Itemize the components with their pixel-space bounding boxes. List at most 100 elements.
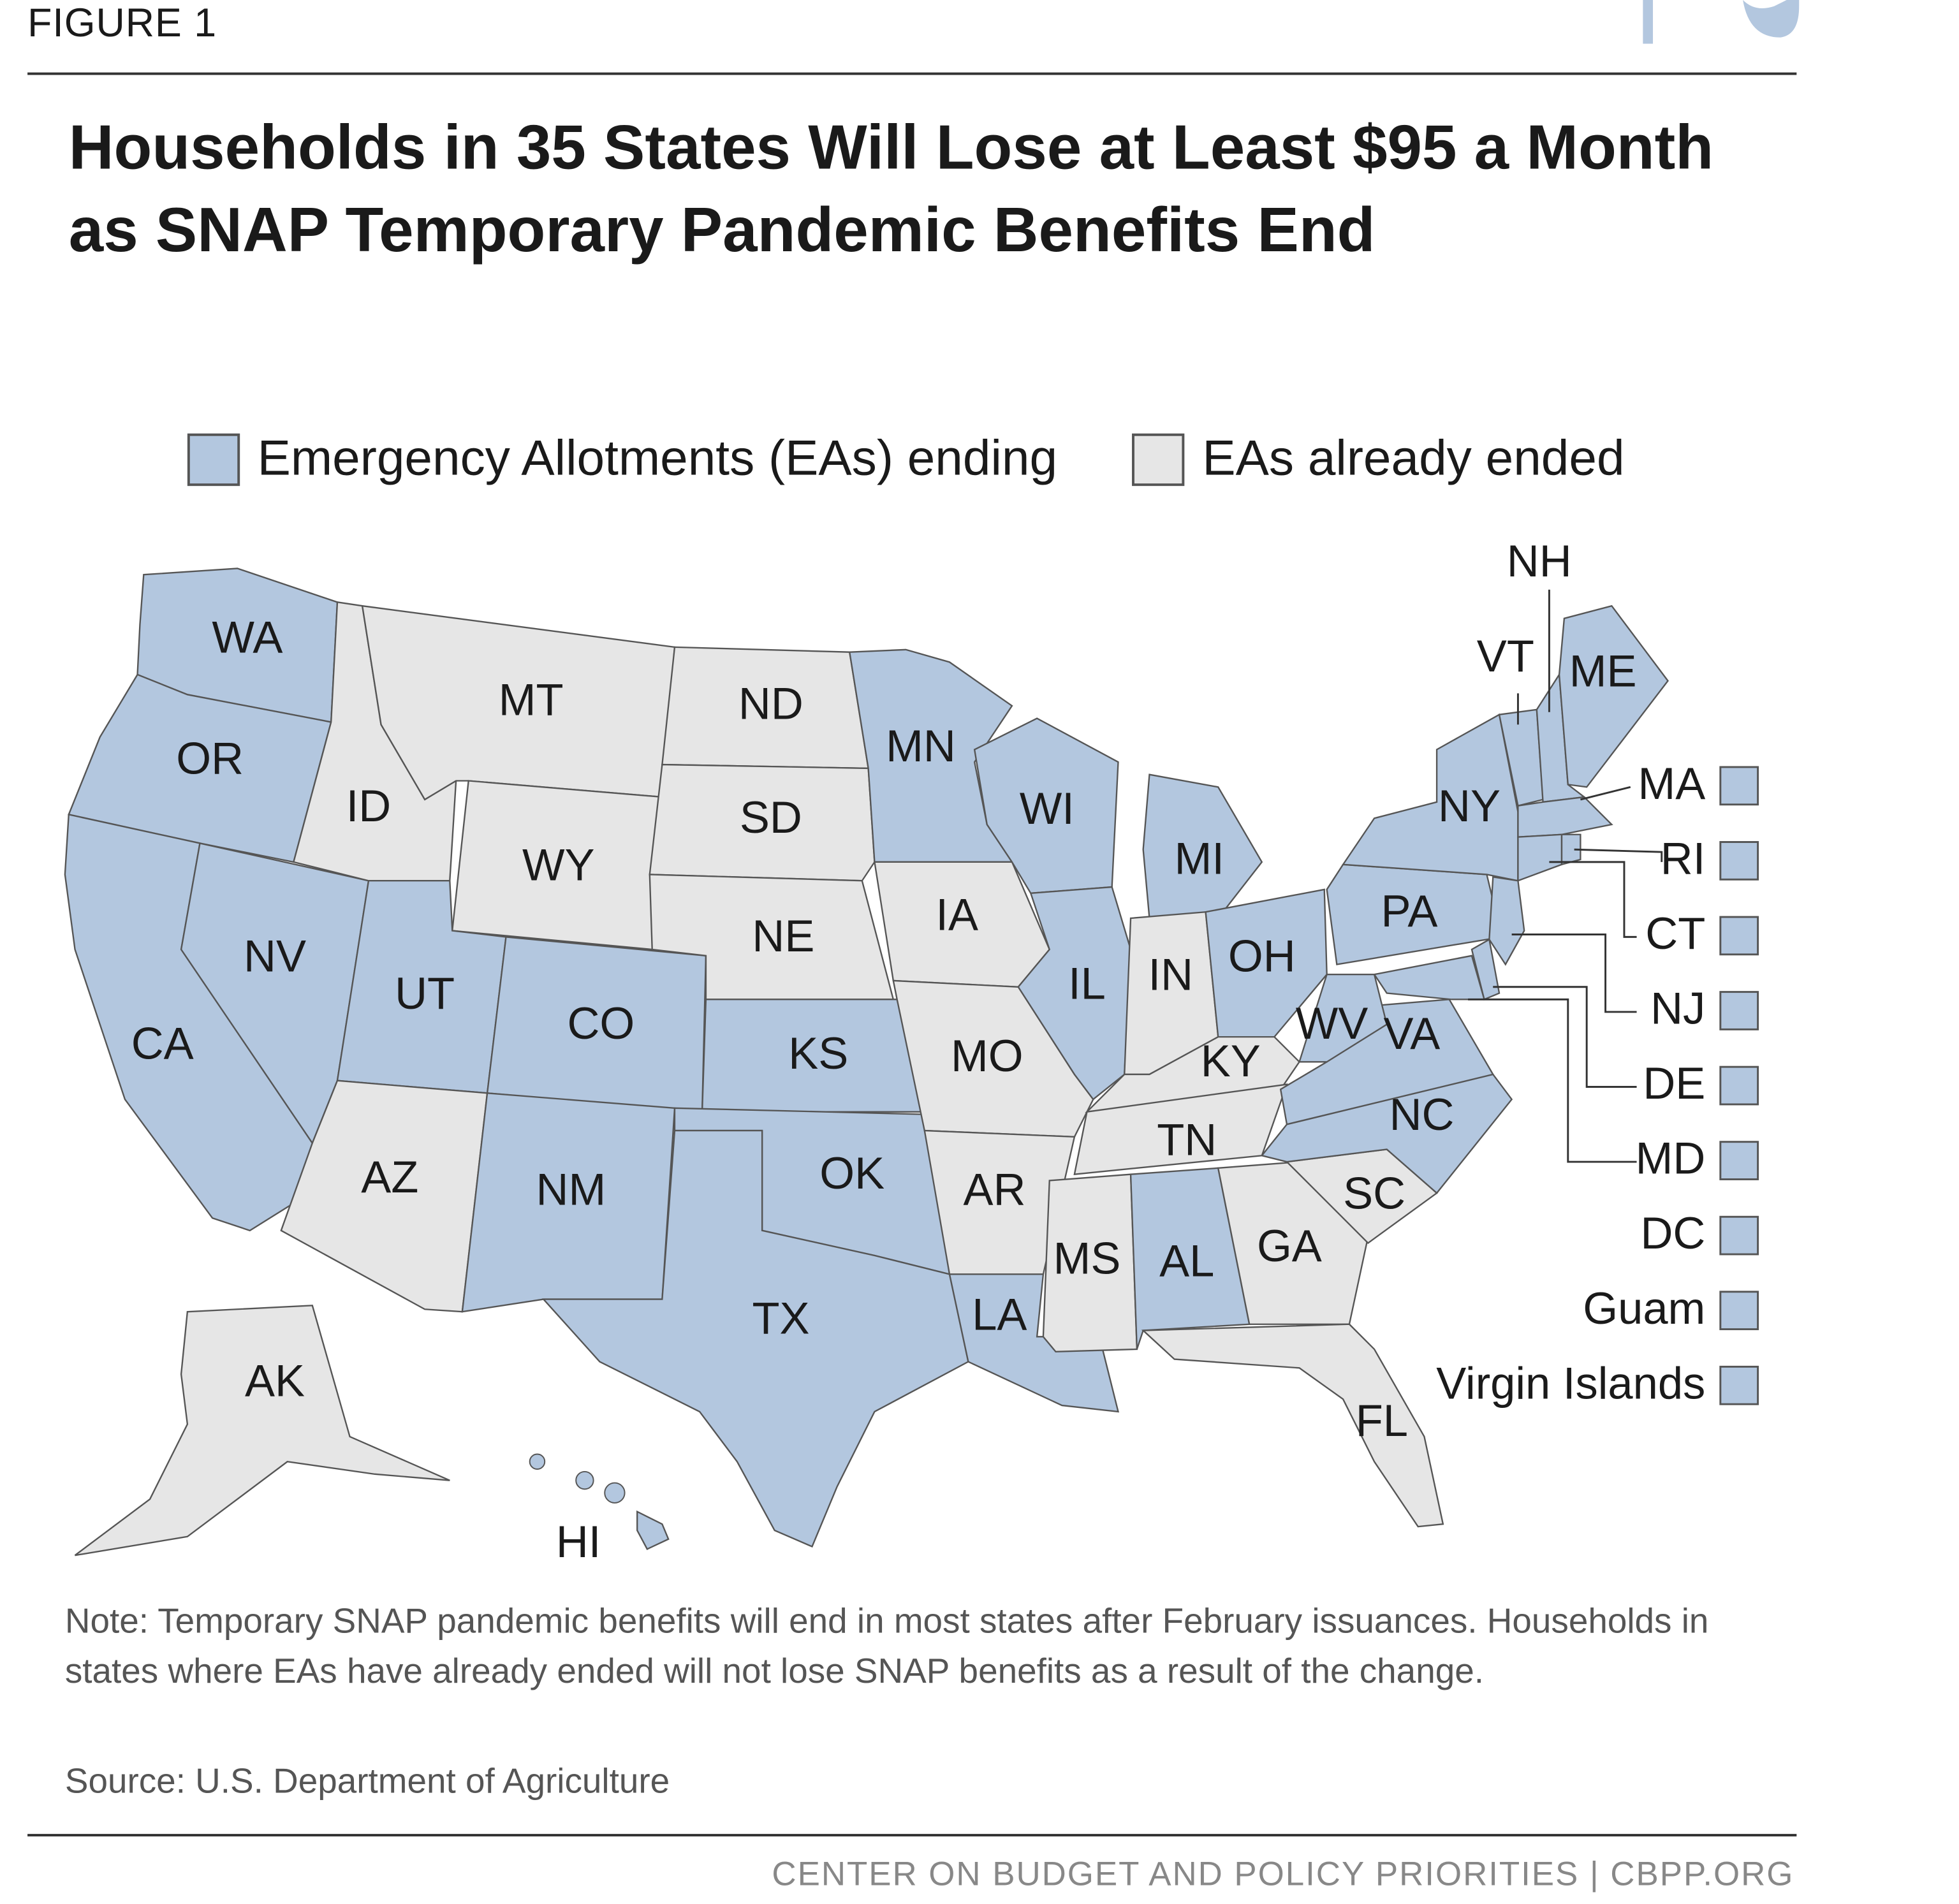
- hawaii-island: [529, 1453, 546, 1470]
- leader-line: [1549, 861, 1637, 938]
- side-list-label: NJ: [1650, 983, 1705, 1034]
- legend-swatch-ended: [1132, 432, 1185, 486]
- state-label: FL: [1356, 1395, 1408, 1446]
- state-label: OR: [176, 733, 244, 784]
- state-label: CA: [131, 1018, 194, 1068]
- legend-label: EAs already ended: [1202, 430, 1625, 487]
- hawaii-island: [575, 1470, 594, 1490]
- state-label: NH: [1507, 536, 1572, 586]
- state-label: CO: [567, 998, 635, 1048]
- state-label: KY: [1201, 1036, 1261, 1086]
- state-label: OK: [819, 1148, 884, 1198]
- state-label: MI: [1175, 833, 1224, 883]
- state-label: NY: [1438, 780, 1500, 831]
- state-label: WI: [1020, 783, 1075, 833]
- state-label: WA: [212, 612, 282, 663]
- state-label: ID: [346, 780, 392, 831]
- side-list-label: MA: [1638, 758, 1706, 809]
- state-label: AR: [964, 1164, 1026, 1215]
- state-al: [1129, 1167, 1251, 1350]
- leader-line: [1574, 848, 1663, 862]
- state-nj: [1488, 876, 1525, 966]
- legend-item-ended: EAs already ended: [1132, 430, 1625, 487]
- top-divider: [27, 72, 1797, 75]
- state-ak: [74, 1305, 450, 1556]
- state-il: [1017, 886, 1132, 1101]
- side-list-label: RI: [1661, 833, 1706, 883]
- state-label: TX: [752, 1293, 809, 1343]
- state-sd: [649, 763, 876, 882]
- chart-title: Households in 35 States Will Lose at Lea…: [68, 112, 1714, 265]
- state-label: OH: [1228, 930, 1296, 981]
- state-label: AK: [245, 1355, 305, 1405]
- legend: Emergency Allotments (EAs) ending EAs al…: [187, 431, 1699, 487]
- state-label: SD: [740, 792, 802, 842]
- state-label: VA: [1383, 1008, 1440, 1058]
- side-list-swatch: [1719, 991, 1759, 1030]
- state-label: UT: [395, 968, 455, 1018]
- state-ct: [1517, 833, 1563, 882]
- state-fl: [1141, 1323, 1444, 1528]
- state-label: MS: [1053, 1233, 1121, 1283]
- state-me: [1558, 604, 1669, 788]
- state-la: [948, 1273, 1120, 1413]
- side-list-label: DC: [1640, 1208, 1705, 1258]
- twitter-icon[interactable]: [1743, 0, 1800, 38]
- leader-line: [1580, 786, 1631, 801]
- side-list-swatch: [1719, 1141, 1759, 1180]
- state-label: ME: [1569, 646, 1637, 696]
- state-label: NC: [1390, 1089, 1455, 1139]
- share-icons: [1631, 0, 1800, 44]
- state-wv: [1298, 974, 1388, 1063]
- state-label: MO: [951, 1030, 1024, 1081]
- state-label: IA: [935, 890, 978, 940]
- state-label: HI: [556, 1516, 601, 1567]
- legend-label: Emergency Allotments (EAs) ending: [257, 430, 1058, 487]
- us-map: WA OR CA NV ID MT WY UT CO AZ NM ND SD NE KS OK TX MN IA MO…: [64, 536, 1759, 1567]
- state-label: AZ: [361, 1152, 418, 1202]
- side-list-label: Guam: [1583, 1283, 1705, 1333]
- state-label: MN: [886, 721, 956, 771]
- state-ms: [1042, 1173, 1138, 1353]
- side-list-swatch: [1719, 1291, 1759, 1331]
- hawaii-island: [604, 1482, 626, 1504]
- state-label: NE: [752, 911, 814, 961]
- state-label: IL: [1068, 958, 1106, 1008]
- state-label: KS: [788, 1028, 848, 1078]
- leader-line: [1493, 986, 1637, 1088]
- state-oh: [1205, 888, 1328, 1038]
- state-label: IN: [1148, 949, 1194, 1000]
- side-list-swatch: [1719, 1215, 1759, 1256]
- state-label: VT: [1477, 631, 1534, 681]
- side-list-label: CT: [1645, 908, 1705, 958]
- state-tx: [541, 1129, 969, 1548]
- side-list-swatch: [1719, 916, 1759, 956]
- side-list-swatch: [1719, 1066, 1759, 1106]
- side-list-label: Virgin Islands: [1436, 1358, 1705, 1408]
- bottom-divider: [27, 1834, 1797, 1837]
- side-list-swatch: [1719, 1365, 1759, 1405]
- state-hi: [636, 1510, 670, 1550]
- footer-credit: CENTER ON BUDGET AND POLICY PRIORITIES |…: [772, 1855, 1794, 1893]
- note: Note: Temporary SNAP pandemic benefits w…: [64, 1601, 1709, 1690]
- state-or: [68, 673, 332, 863]
- state-label: WV: [1296, 998, 1368, 1048]
- facebook-icon[interactable]: [1631, 0, 1666, 44]
- leader-line: [1468, 998, 1637, 1163]
- state-label: TN: [1157, 1114, 1217, 1164]
- legend-swatch-ending: [187, 432, 240, 486]
- state-ri: [1560, 833, 1581, 866]
- state-label: SC: [1343, 1168, 1405, 1219]
- state-ma: [1517, 796, 1613, 838]
- source: Source: U.S. Department of Agriculture: [64, 1761, 670, 1801]
- state-label: ND: [738, 678, 803, 729]
- state-md: [1373, 955, 1486, 1000]
- state-label: PA: [1381, 886, 1438, 936]
- state-label: LA: [972, 1289, 1027, 1340]
- state-mn: [848, 648, 1014, 863]
- side-list-swatch: [1719, 841, 1759, 881]
- state-label: NV: [244, 930, 306, 981]
- side-list-swatch: [1719, 766, 1759, 806]
- legend-item-ending: Emergency Allotments (EAs) ending: [187, 431, 1057, 487]
